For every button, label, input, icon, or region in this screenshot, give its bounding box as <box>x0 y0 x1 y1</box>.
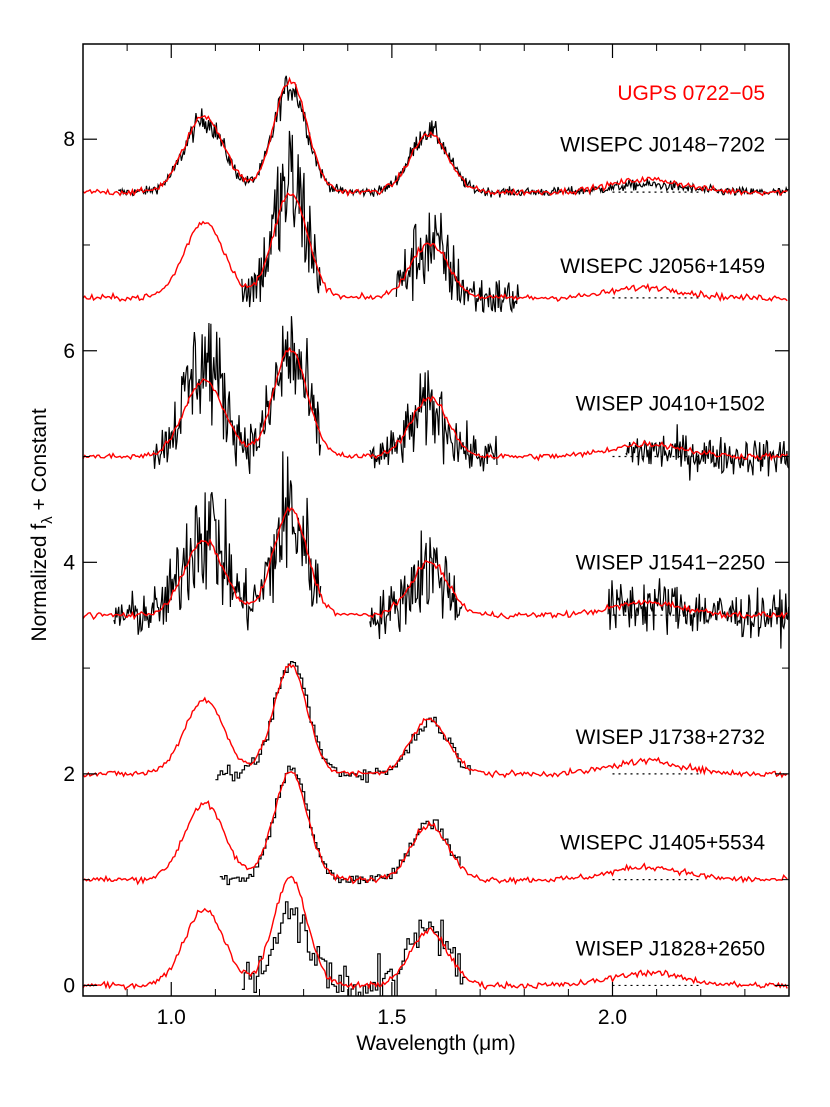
object-spectrum-line <box>113 451 322 635</box>
y-axis-title-tail: + Constant <box>28 408 51 516</box>
reference-spectrum-line <box>83 875 788 991</box>
object-spectrum-line <box>395 212 521 314</box>
reference-label: UGPS 0722−05 <box>617 82 765 105</box>
y-axis-title-main: Normalized f <box>28 524 51 642</box>
spectrum-group <box>83 130 788 314</box>
y-axis-title-subscript: λ <box>39 516 56 524</box>
reference-spectrum-line <box>83 346 788 462</box>
object-label: WISEPC J0148−7202 <box>560 133 765 156</box>
x-tick-label: 1.5 <box>377 1006 406 1029</box>
spectrum-group <box>83 765 788 886</box>
reference-spectrum-line <box>83 662 788 779</box>
y-tick-label: 6 <box>63 340 75 363</box>
object-spectrum-line <box>607 578 789 649</box>
reference-spectrum-line <box>83 770 788 886</box>
spectrum-group <box>83 661 788 783</box>
y-tick-label: 0 <box>63 974 75 997</box>
y-axis-title: Normalized fλ + Constant <box>28 408 56 642</box>
spectrum-group <box>83 875 788 996</box>
y-tick-label: 2 <box>63 763 75 786</box>
y-tick-label: 4 <box>63 551 75 574</box>
reference-spectrum-line <box>83 506 788 621</box>
plot-area <box>83 75 789 996</box>
object-label: WISEP J0410+1502 <box>576 393 765 416</box>
x-tick-label: 1.0 <box>157 1006 186 1029</box>
y-tick-label: 8 <box>63 128 75 151</box>
object-label: WISEP J1828+2650 <box>576 937 765 960</box>
object-spectrum-line <box>215 661 471 783</box>
object-label: WISEPC J1405+5534 <box>560 832 765 855</box>
reference-spectrum-line <box>83 192 788 303</box>
reference-spectrum-line <box>83 76 788 198</box>
object-spectrum-line <box>241 130 322 308</box>
spectrum-group <box>83 451 789 649</box>
object-spectrum-line <box>369 530 463 640</box>
object-spectrum-line <box>153 316 322 474</box>
x-axis-title: Wavelength (μm) <box>356 1032 516 1055</box>
object-spectrum-line <box>625 424 789 481</box>
x-tick-label: 2.0 <box>598 1006 627 1029</box>
object-spectrum-line <box>241 901 466 996</box>
axes: 1.0 1.5 2.0 0 2 4 6 8 <box>63 43 790 1029</box>
object-labels: WISEPC J0148−7202 WISEPC J2056+1459 WISEP … <box>560 133 765 960</box>
spectrum-group <box>83 75 789 198</box>
object-label: WISEPC J2056+1459 <box>560 255 765 278</box>
object-spectrum-line <box>219 765 461 886</box>
object-label: WISEP J1541−2250 <box>576 551 765 574</box>
spectrum-group <box>83 316 789 481</box>
object-label: WISEP J1738+2732 <box>576 726 765 749</box>
object-spectrum-line <box>369 370 498 472</box>
